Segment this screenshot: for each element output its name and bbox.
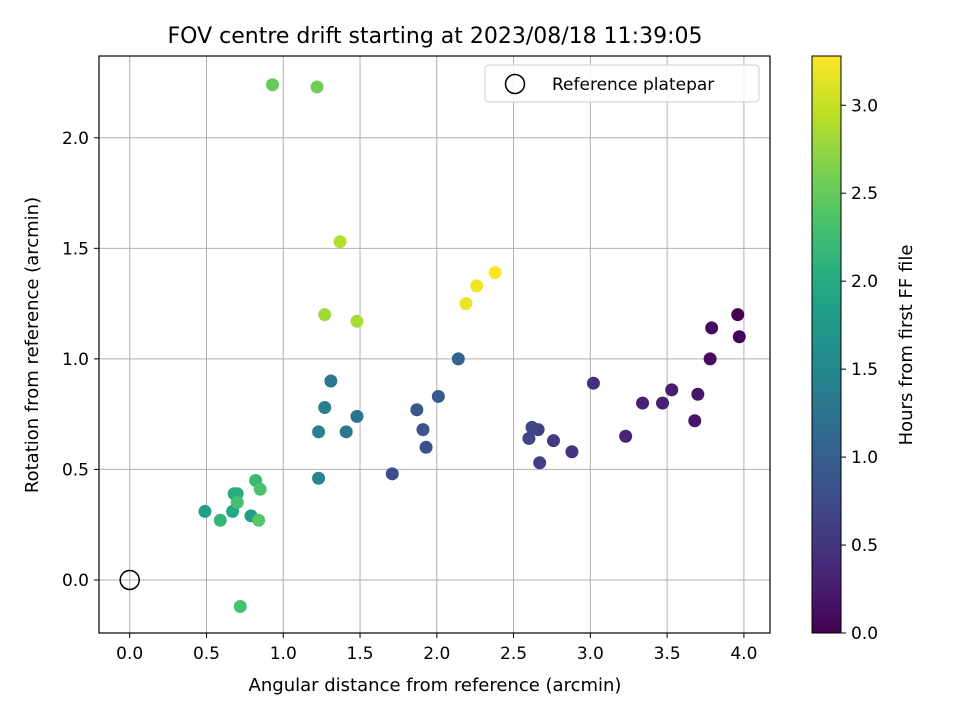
data-point [350,314,364,328]
data-point [665,383,679,397]
colorbar-tick-label: 1.0 [851,448,878,468]
data-point [451,352,465,366]
data-point [339,425,353,439]
data-point [703,352,717,366]
x-axis-label: Angular distance from reference (arcmin) [249,675,622,696]
data-point [619,429,633,443]
colorbar-tick-label: 1.5 [851,360,878,380]
colorbar-tick-label: 2.5 [851,184,878,204]
data-point [586,376,600,390]
data-point [312,425,326,439]
reference-platepar-marker [119,569,140,591]
colorbar-tick-label: 3.0 [851,96,878,116]
x-tick-label: 2.0 [423,644,450,664]
chart-title: FOV centre drift starting at 2023/08/18 … [168,24,703,49]
x-tick-label: 3.5 [654,644,681,664]
y-tick-label: 2.0 [62,129,89,149]
colorbar: 0.0 0.5 1.0 1.5 2.0 2.5 3.0 Hours from first F… [811,55,917,644]
y-axis-ticks: 0.0 0.5 1.0 1.5 2.0 [62,129,99,591]
colorbar-label: Hours from first FF file [896,245,917,446]
data-point [318,308,332,322]
data-point [213,513,227,527]
data-point [230,496,244,510]
y-tick-label: 0.5 [62,460,89,480]
x-tick-label: 1.5 [347,644,374,664]
data-point [310,80,324,94]
colorbar-ticks: 0.0 0.5 1.0 1.5 2.0 2.5 3.0 [841,96,878,644]
data-point [705,321,719,335]
data-point [333,235,347,249]
data-point [525,420,539,434]
legend: Reference platepar [484,64,760,103]
data-point [198,504,212,518]
colorbar-tick-label: 2.0 [851,272,878,292]
data-point [385,467,399,481]
x-tick-label: 3.0 [577,644,604,664]
legend-marker [504,73,526,95]
data-point [546,434,560,448]
x-tick-label: 2.5 [500,644,527,664]
data-point [312,471,326,485]
data-point [431,389,445,403]
y-tick-label: 0.0 [62,571,89,591]
x-tick-label: 4.0 [730,644,757,664]
data-point [636,396,650,410]
data-point [324,374,338,388]
y-tick-label: 1.5 [62,239,89,259]
data-point [488,266,502,280]
data-point [522,431,536,445]
x-axis-ticks: 0.0 0.5 1.0 1.5 2.0 2.5 3.0 3.5 4.0 [116,633,757,664]
data-point [252,513,266,527]
data-point [318,401,332,415]
data-point [691,387,705,401]
colorbar-tick-label: 0.0 [851,624,878,644]
legend-label: Reference platepar [552,75,714,95]
data-point [565,445,579,459]
data-point [266,78,280,92]
x-tick-label: 0.5 [193,644,220,664]
y-tick-label: 1.0 [62,350,89,370]
data-point [731,308,745,322]
data-point [688,414,702,428]
grid-lines [99,56,770,633]
colorbar-tick-label: 0.5 [851,536,878,556]
data-point [419,440,433,454]
data-point [253,482,267,496]
data-point [732,330,746,344]
data-point [656,396,670,410]
data-point [410,403,424,417]
data-point [233,599,247,613]
x-tick-label: 0.0 [116,644,143,664]
data-point [416,423,430,437]
colorbar-gradient [811,55,842,634]
data-point [470,279,484,293]
data-point [459,297,473,311]
y-axis-label: Rotation from reference (arcmin) [22,197,43,493]
data-point [350,409,364,423]
x-tick-label: 1.0 [270,644,297,664]
data-points [198,78,746,613]
plot-frame [98,55,771,634]
data-point [533,456,547,470]
